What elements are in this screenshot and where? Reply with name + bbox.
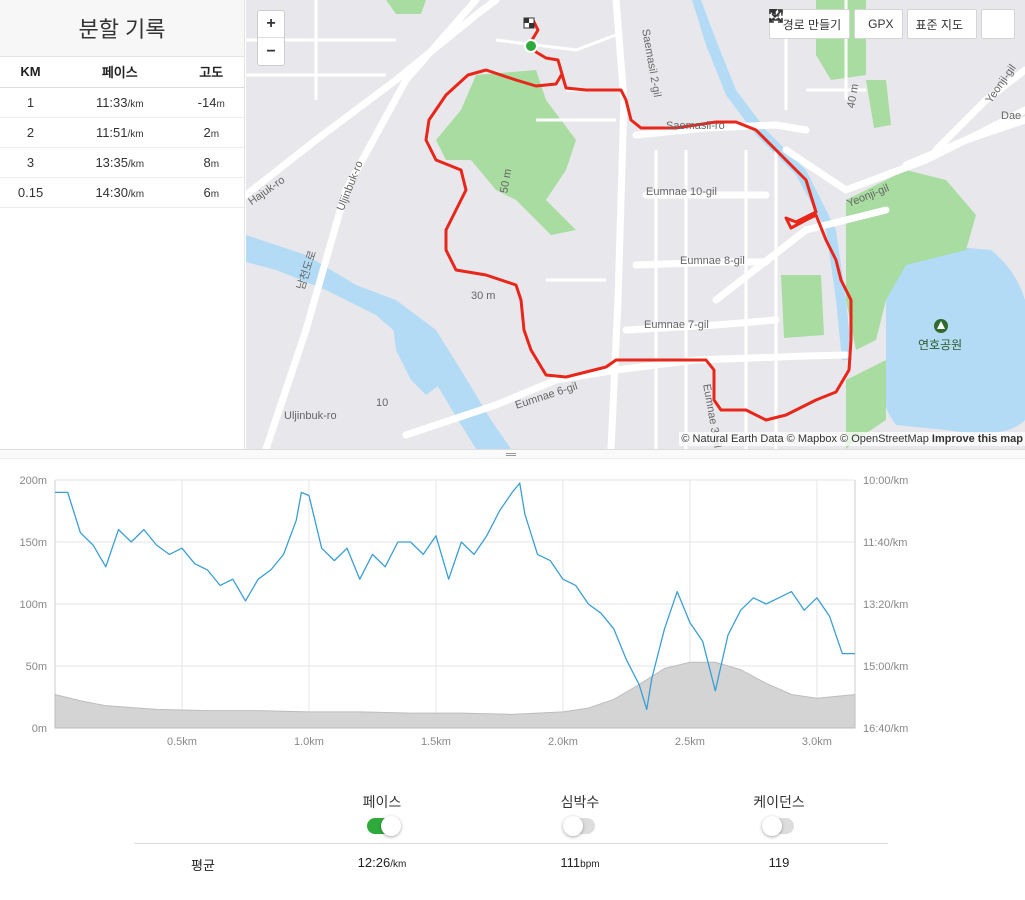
avg-heartrate: 111bpm: [560, 855, 600, 870]
map-label-contour: 30 m: [471, 290, 496, 302]
x-tick-label: 2.0km: [548, 736, 578, 748]
toggle-heartrate[interactable]: 심박수: [520, 792, 640, 836]
splits-panel: 분할 기록 KM 페이스 고도 1 11:33/km -14m 2 11:51/…: [0, 0, 245, 449]
pace-switch[interactable]: [367, 816, 401, 836]
split-km: 3: [0, 147, 62, 178]
toggle-cadence[interactable]: 케이던스: [719, 792, 839, 836]
avg-pace: 12:26/km: [357, 855, 407, 870]
split-km: 2: [0, 117, 62, 148]
y-left-tick-label: 150m: [19, 537, 47, 549]
map-label-street: Dae: [1001, 110, 1022, 122]
toggle-pace-label: 페이스: [362, 794, 402, 810]
map-label-street: Eumnae 8-gil: [680, 255, 745, 267]
heartrate-switch[interactable]: [563, 816, 595, 836]
series-toggles: 페이스 심박수 케이던스: [0, 792, 1025, 842]
resize-divider[interactable]: [0, 449, 1025, 459]
y-right-tick-label: 10:00/km: [863, 475, 908, 487]
x-tick-label: 1.5km: [421, 736, 451, 748]
split-elev: 8m: [178, 147, 244, 178]
map-style-label: 표준 지도: [915, 17, 964, 32]
col-km: KM: [0, 57, 62, 88]
toggle-cadence-label: 케이던스: [753, 794, 805, 810]
y-right-tick-label: 11:40/km: [863, 537, 907, 549]
stats-divider: [134, 843, 888, 844]
split-km: 0.15: [0, 177, 62, 208]
toggle-pace[interactable]: 페이스: [322, 792, 442, 836]
map-label-street: Saemasil-ro: [666, 120, 725, 132]
attrib-osm[interactable]: © OpenStreetMap: [840, 433, 929, 445]
x-tick-label: 3.0km: [802, 736, 832, 748]
split-row[interactable]: 3 13:35/km 8m: [0, 147, 244, 178]
y-right-tick-label: 15:00/km: [863, 661, 908, 673]
splits-table: KM 페이스 고도 1 11:33/km -14m 2 11:51/km 2m …: [0, 57, 244, 208]
split-elev: -14m: [178, 87, 244, 118]
map-label-street: Eumnae 10-gil: [646, 186, 717, 198]
start-marker: [524, 39, 538, 53]
route-path: [424, 19, 853, 422]
y-right-tick-label: 13:20/km: [863, 599, 908, 611]
x-tick-label: 1.0km: [294, 736, 324, 748]
x-tick-label: 0.5km: [167, 736, 197, 748]
split-pace: 14:30/km: [61, 177, 179, 208]
split-pace: 13:35/km: [61, 147, 179, 178]
split-row[interactable]: 2 11:51/km 2m: [0, 117, 244, 148]
gpx-download-button[interactable]: GPX: [768, 9, 903, 39]
chart-svg[interactable]: 0m 50m 100m 150m 200m 10:00/km 11:40/km 13:20/k…: [0, 470, 1025, 760]
split-row[interactable]: 0.15 14:30/km 6m: [0, 177, 244, 208]
y-left-tick-label: 100m: [19, 599, 47, 611]
create-route-label: 경로 만들기: [782, 17, 842, 32]
map-label-street: Uljinbuk-ro: [284, 410, 337, 422]
y-left-tick-label: 200m: [19, 475, 47, 487]
split-elev: 6m: [178, 177, 244, 208]
y-left-tick-label: 50m: [26, 661, 47, 673]
drag-handle-icon[interactable]: [506, 453, 516, 456]
elevation-area: [54, 661, 856, 729]
route-map[interactable]: Saemasil 2-gil Saemasil-ro Eumnae 10-gil…: [246, 0, 1025, 449]
split-pace: 11:33/km: [61, 87, 179, 118]
map-style-select[interactable]: 표준 지도: [768, 9, 977, 39]
park-label: 연호공원: [918, 338, 963, 352]
split-km: 1: [0, 87, 62, 118]
y-left-tick-label: 0m: [32, 723, 47, 735]
map-toolbar: 경로 만들기 GPX 표준 지도: [768, 9, 1015, 39]
zoom-control: + −: [257, 10, 285, 66]
zoom-in-button[interactable]: +: [258, 11, 284, 38]
cadence-switch[interactable]: [762, 816, 794, 836]
map-canvas[interactable]: [246, 0, 1025, 449]
fullscreen-button[interactable]: [768, 9, 1015, 39]
split-elev: 2m: [178, 117, 244, 148]
improve-map-link[interactable]: Improve this map: [931, 433, 1023, 445]
col-pace: 페이스: [61, 57, 179, 88]
attrib-mapbox[interactable]: © Mapbox: [786, 433, 837, 445]
split-row[interactable]: 1 11:33/km -14m: [0, 87, 244, 118]
map-attribution: © Natural Earth Data © Mapbox © OpenStre…: [679, 432, 1025, 446]
zoom-out-button[interactable]: −: [266, 42, 276, 60]
avg-label: 평균: [191, 858, 215, 873]
pace-line: [55, 482, 855, 711]
map-label-street: Eumnae 7-gil: [644, 319, 709, 331]
col-elev: 고도: [178, 57, 244, 88]
map-label-contour: 10: [376, 397, 389, 409]
elevation-pace-chart[interactable]: 0m 50m 100m 150m 200m 10:00/km 11:40/km 13:20/k…: [0, 470, 1025, 760]
toggle-heartrate-label: 심박수: [560, 794, 600, 810]
attrib-natural-earth[interactable]: © Natural Earth Data: [681, 433, 784, 445]
split-pace: 11:51/km: [61, 117, 179, 148]
x-tick-label: 2.5km: [675, 736, 705, 748]
avg-cadence: 119: [768, 855, 790, 870]
y-right-tick-label: 16:40/km: [863, 723, 908, 735]
gpx-label: GPX: [868, 17, 894, 31]
splits-title: 분할 기록: [0, 0, 244, 57]
